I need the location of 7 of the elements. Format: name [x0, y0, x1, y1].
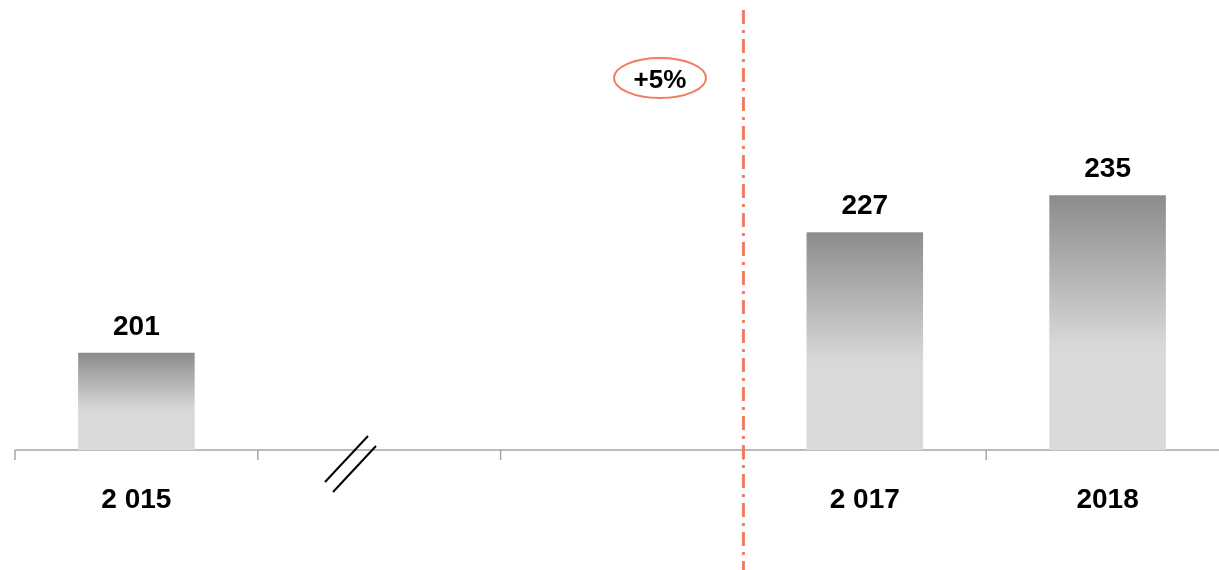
data-label: 235	[1084, 152, 1131, 184]
annotation: +5%	[633, 64, 687, 94]
data-label: 201	[113, 309, 160, 341]
x-tick-label: 2 017	[829, 483, 900, 514]
data-label: 227	[841, 189, 889, 221]
x-tick-label: 2 015	[101, 483, 172, 514]
x-tick-label: 2018	[1076, 483, 1139, 514]
